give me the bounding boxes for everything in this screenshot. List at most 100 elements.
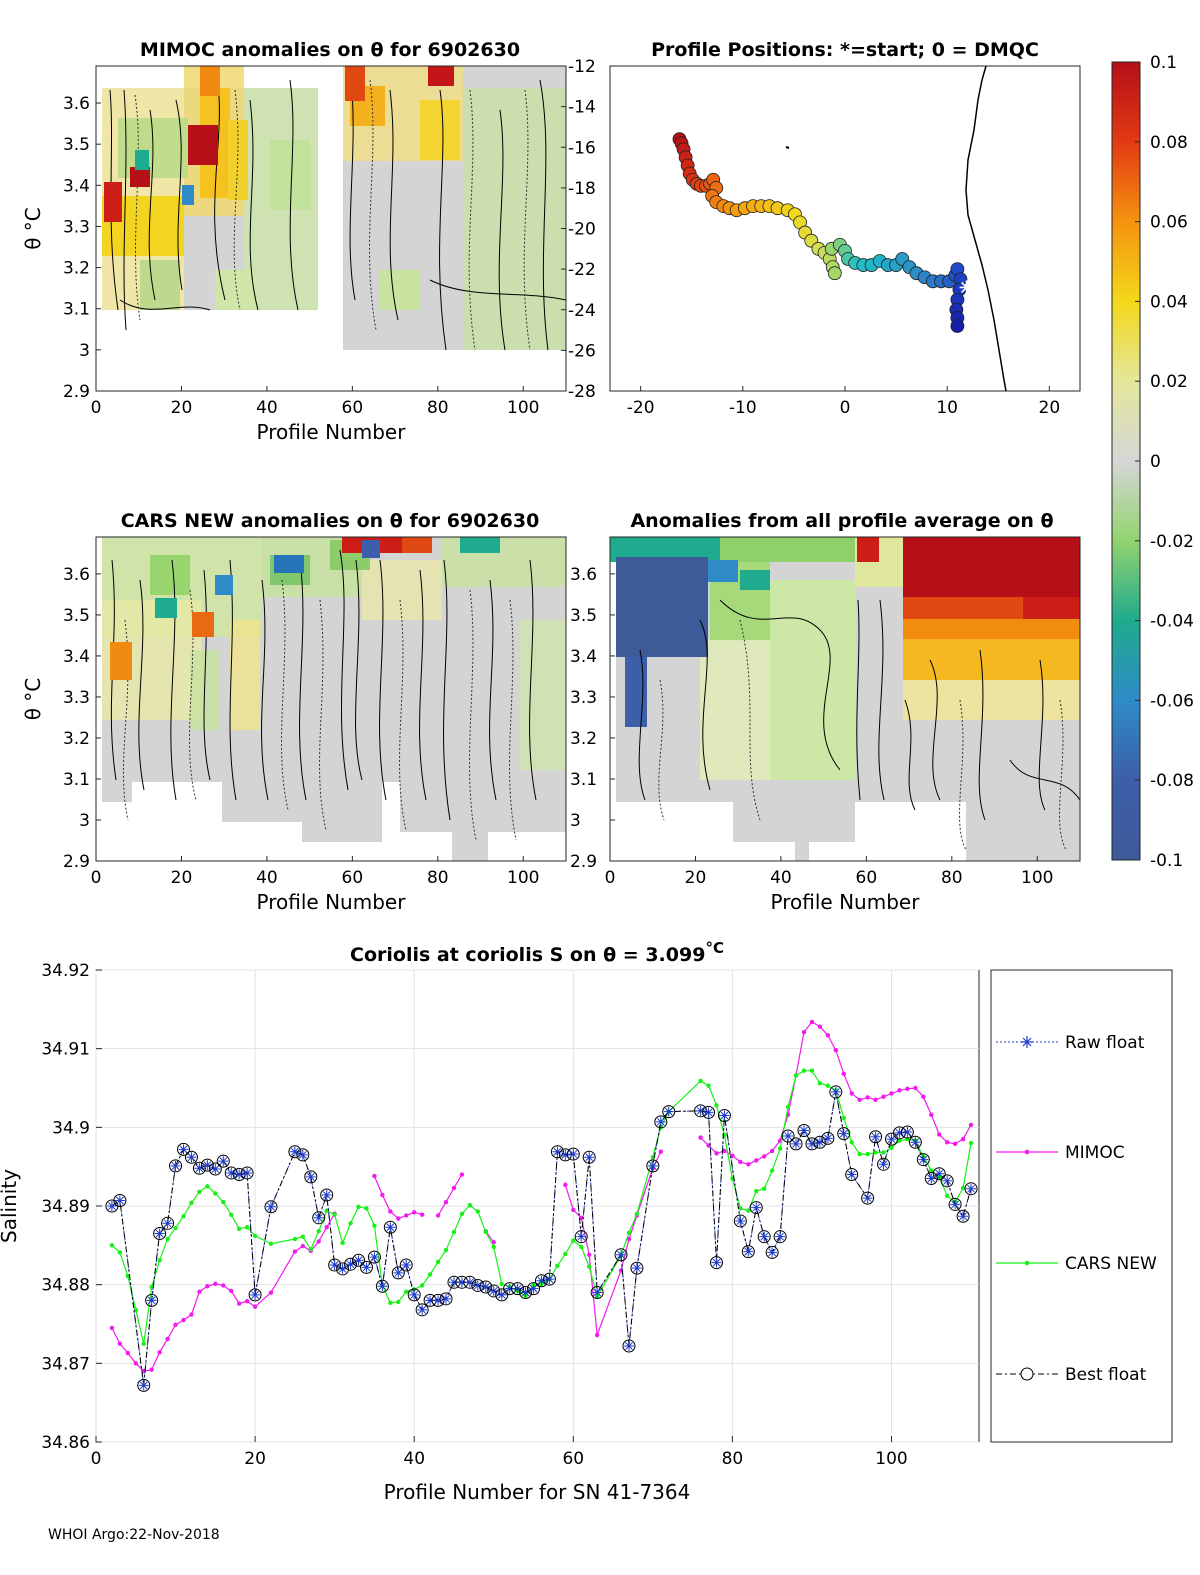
cars-new-point [348, 1221, 353, 1226]
cars-new-point [109, 1243, 115, 1248]
raw-float-point [934, 1168, 945, 1179]
right-tick-label: -28 [568, 382, 596, 402]
cars-new-point [229, 1212, 234, 1217]
cars-new-point [244, 1225, 250, 1230]
best-float-point [956, 1209, 970, 1223]
cars-new-point [626, 1230, 632, 1235]
y-tick-label: 3.3 [570, 688, 597, 708]
y-tick-label: 3.1 [63, 770, 90, 790]
cars-new-point [897, 1138, 902, 1143]
mimoc-point [419, 1212, 425, 1217]
positions-axes-box [609, 65, 1081, 392]
cars-new-point [443, 1247, 449, 1253]
raw-float-point [321, 1189, 332, 1200]
cars-axes: 0 20 40 60 80 100 2.9 3 3.1 3.2 3.3 3.4 3.5 3.6 Profil… [21, 565, 539, 914]
mimoc-point [380, 1192, 385, 1198]
x-tick-label: -10 [729, 398, 757, 418]
raw-float-point [767, 1247, 778, 1258]
y-tick-label: 3.3 [63, 217, 90, 237]
cars-new-point [706, 1083, 711, 1088]
mimoc-point [491, 1239, 496, 1245]
cars-hot-cell [110, 642, 132, 680]
footer-credit: WHOI Argo:22-Nov-2018 [48, 1527, 220, 1543]
mimoc-point [841, 1071, 846, 1077]
cars-new-point [117, 1250, 123, 1255]
mimoc-point [197, 1289, 202, 1294]
x-tick-label: 0 [840, 398, 851, 418]
cars-new-point [809, 1068, 815, 1073]
mimoc-hot-cell [200, 66, 220, 96]
mimoc-point [149, 1367, 154, 1372]
cars-new-point [197, 1189, 202, 1195]
mimoc-cold-cell [182, 185, 194, 205]
best-float-point [590, 1286, 604, 1300]
mimoc-data-gap [318, 66, 343, 391]
raw-float-point [401, 1260, 412, 1270]
mimoc-point [801, 1029, 807, 1035]
x-tick-label: 20 [685, 868, 707, 888]
y-tick-label: 3.3 [63, 688, 90, 708]
raw-float-point [775, 1231, 786, 1242]
mimoc-point [563, 1182, 568, 1187]
raw-float-point [218, 1156, 229, 1167]
raw-float-point [584, 1152, 595, 1163]
raw-float-point [226, 1167, 237, 1178]
raw-float-point [266, 1201, 277, 1212]
mimoc-point [738, 1159, 743, 1165]
cars-new-point [499, 1281, 504, 1287]
x-tick-label: 60 [856, 868, 878, 888]
cars-new-point [857, 1151, 862, 1157]
colorbar-tick-label: -0.08 [1150, 771, 1194, 791]
best-float-point [837, 1127, 851, 1141]
x-tick-label: 20 [244, 1449, 266, 1469]
best-float-point [248, 1288, 262, 1302]
average-axes: 0 20 40 60 80 100 2.9 3 3.1 3.2 3.3 3.4 3.5 3.6 Profil… [570, 565, 1053, 914]
raw-float-point [496, 1289, 507, 1300]
cars-new-point [221, 1199, 226, 1205]
mimoc-point [411, 1210, 417, 1215]
raw-float-point [480, 1282, 491, 1293]
best-float-point [169, 1159, 183, 1173]
colorbar-tick-label: -0.06 [1150, 691, 1194, 711]
best-float-point [511, 1282, 525, 1296]
mimoc-point [109, 1325, 115, 1331]
mimoc-point [571, 1207, 576, 1213]
mimoc-point [252, 1304, 258, 1309]
best-float-point [869, 1130, 883, 1144]
mimoc-hot-cell [130, 167, 150, 187]
raw-float-point [743, 1246, 754, 1257]
y-tick-label: 2.9 [570, 852, 597, 872]
mimoc-point [921, 1094, 926, 1099]
right-tick-label: -26 [568, 341, 596, 361]
mimoc-point [857, 1097, 862, 1103]
best-float-point [184, 1150, 198, 1164]
best-float-point [781, 1129, 795, 1143]
cars-new-point [419, 1283, 425, 1288]
legend-cars-new: CARS NEW [996, 1254, 1157, 1274]
best-float-point [892, 1126, 906, 1140]
best-float-point [940, 1174, 954, 1188]
average-contours-dotted [658, 619, 1067, 851]
mimoc-point [722, 1148, 727, 1154]
best-float-point [375, 1279, 389, 1293]
mimoc-point [221, 1283, 226, 1288]
best-float-point [702, 1105, 716, 1119]
legend-box [990, 969, 1173, 1443]
cars-new-point [141, 1341, 146, 1346]
cars-new-point [316, 1228, 321, 1234]
raw-float-point [806, 1138, 817, 1149]
cars-new-point [738, 1206, 743, 1211]
x-tick-label: 40 [256, 868, 278, 888]
mimoc-point [833, 1048, 839, 1053]
x-tick-label: 80 [427, 398, 449, 418]
mimoc-point [244, 1298, 250, 1304]
mimoc-panel-title: MIMOC anomalies on θ for 6902630 [140, 39, 520, 61]
mimoc-point [817, 1024, 823, 1029]
y-axis-label: θ °C [21, 678, 45, 721]
best-float-point [192, 1161, 206, 1175]
y-tick-label: 2.9 [63, 852, 90, 872]
y-tick-label: 34.87 [41, 1354, 90, 1374]
best-float-point [797, 1123, 811, 1137]
mimoc-axes: 0 20 40 60 80 100 2.9 3 3.1 3.2 3.3 3.4 3.5 3.6 Profil… [21, 57, 596, 444]
y-tick-label: 3 [570, 811, 581, 831]
